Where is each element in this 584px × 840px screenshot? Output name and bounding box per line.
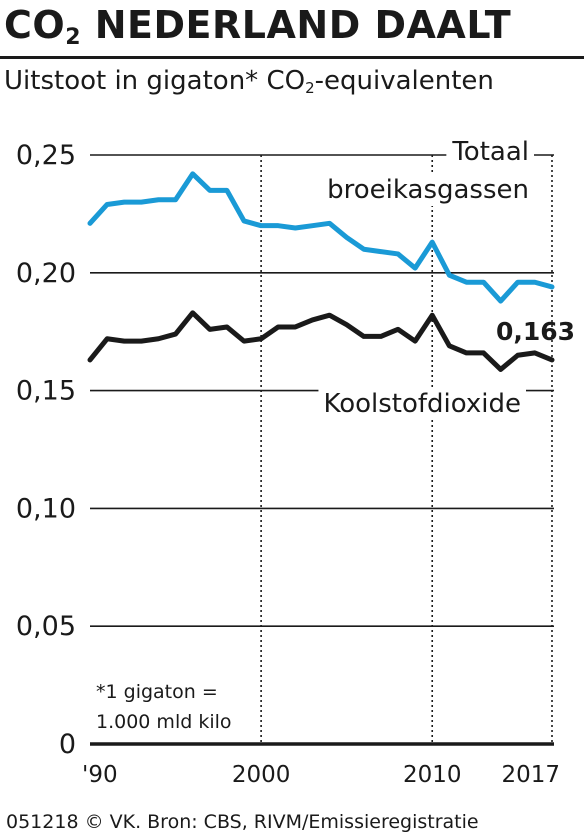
x-tick-label: 2017 <box>501 762 560 788</box>
gridlines <box>90 154 554 746</box>
series-line-koolstofdioxide <box>87 310 555 372</box>
y-tick-label: 0 <box>59 729 76 760</box>
label-backdrop <box>446 136 534 168</box>
series-labels: Totaal broeikasgassen Koolstofdioxide 0,… <box>318 136 575 420</box>
footnote-line-1: *1 gigaton = <box>96 681 218 703</box>
x-tick-label: 2010 <box>403 762 462 788</box>
chart-title: CO2 NEDERLAND DAALT <box>4 3 512 50</box>
source-credit: 051218 © VK. Bron: CBS, RIVM/Emissieregi… <box>6 811 479 833</box>
series-lines <box>87 171 555 372</box>
label-backdrop <box>318 388 526 420</box>
series-label-koolstofdioxide: Koolstofdioxide <box>323 389 521 419</box>
title-rule <box>0 56 584 59</box>
x-tick-label: '90 <box>82 762 118 788</box>
label-backdrop <box>322 174 534 206</box>
series-label-totaal: Totaal <box>451 137 529 167</box>
x-tick-label: 2000 <box>232 762 291 788</box>
x-axis-ticks: '90 2000 2010 2017 <box>82 762 560 788</box>
series-line-totaal <box>87 171 555 304</box>
chart-subtitle: Uitstoot in gigaton* CO2-equivalenten <box>4 66 494 97</box>
y-tick-label: 0,15 <box>16 376 76 407</box>
footnote: *1 gigaton = 1.000 mld kilo <box>96 681 232 733</box>
y-axis-ticks: 0 0,05 0,10 0,15 0,20 0,25 <box>16 140 76 760</box>
y-tick-label: 0,05 <box>16 611 76 642</box>
line-chart: 0 0,05 0,10 0,15 0,20 0,25 '90 2000 2010 2017 To… <box>16 136 575 788</box>
series-label-broeikasgassen: broeikasgassen <box>327 175 529 205</box>
footnote-line-2: 1.000 mld kilo <box>96 711 232 733</box>
y-tick-label: 0,10 <box>16 493 76 524</box>
y-tick-label: 0,25 <box>16 140 76 171</box>
end-value-label: 0,163 <box>496 317 575 346</box>
y-tick-label: 0,20 <box>16 258 76 289</box>
